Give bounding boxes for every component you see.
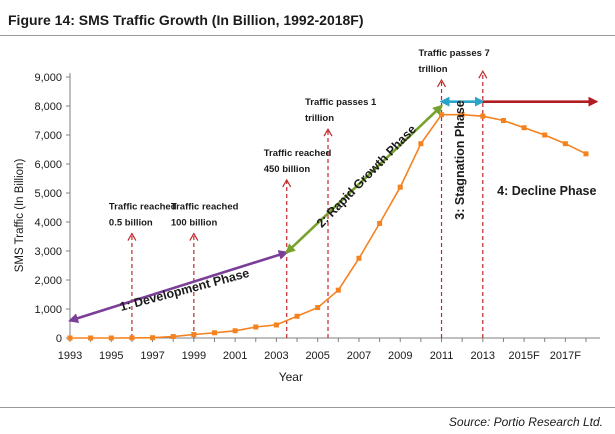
milestone-label: Traffic passes 1 <box>305 97 377 108</box>
data-point <box>335 287 341 293</box>
x-tick-label: 2005 <box>305 350 329 362</box>
phase-label: 2: Rapid Growth Phase <box>314 122 419 230</box>
data-point <box>253 324 259 330</box>
y-tick-label: 2,000 <box>34 275 62 287</box>
y-tick-label: 3,000 <box>34 246 62 258</box>
milestone-arrowhead <box>189 232 199 241</box>
data-point <box>542 132 548 138</box>
x-axis-title: Year <box>279 370 303 384</box>
data-point <box>150 335 156 341</box>
data-point <box>129 335 135 341</box>
data-point <box>191 332 197 338</box>
phase-label: 1: Development Phase <box>118 266 251 314</box>
y-tick-label: 4,000 <box>34 217 62 229</box>
x-tick-label: 2003 <box>264 350 288 362</box>
data-point <box>356 255 362 261</box>
data-point <box>459 112 465 118</box>
phase-arrow <box>285 104 443 254</box>
top-rule <box>0 35 615 36</box>
data-point <box>397 184 403 190</box>
axes: 0 1,000 2,000 3,000 4,000 5,000 6,000 7,000 8,00… <box>14 72 600 384</box>
x-tick-label: 1993 <box>58 350 82 362</box>
data-point <box>315 305 321 311</box>
milestone-label: 100 billion <box>171 218 218 229</box>
milestone-label: trillion <box>419 64 448 75</box>
data-point <box>211 330 217 336</box>
x-tick-label: 1999 <box>182 350 206 362</box>
data-point <box>108 335 114 341</box>
series-line <box>70 113 587 339</box>
x-tick-label: 2017F <box>550 350 581 362</box>
x-tick-label: 2001 <box>223 350 247 362</box>
milestone-label: 450 billion <box>264 164 311 175</box>
bottom-rule <box>0 407 615 408</box>
data-point <box>170 334 176 340</box>
milestone-arrowhead <box>127 232 137 241</box>
data-point <box>439 112 445 118</box>
y-tick-label: 1,000 <box>34 304 62 316</box>
x-tick-label: 2011 <box>430 350 454 362</box>
x-tick-label: 1997 <box>140 350 164 362</box>
sms-traffic-chart: 0 1,000 2,000 3,000 4,000 5,000 6,000 7,000 8,00… <box>14 48 600 384</box>
y-tick-label: 0 <box>56 333 62 345</box>
milestone-label: Traffic passes 7 <box>419 48 490 59</box>
x-tick-label: 2013 <box>471 350 495 362</box>
milestone-label: trillion <box>305 113 334 124</box>
x-tick-label: 1995 <box>99 350 123 362</box>
data-point <box>562 141 568 147</box>
figure-header: Figure 14: SMS Traffic Growth (In Billio… <box>0 0 615 40</box>
milestone-label: 0.5 billion <box>109 218 153 229</box>
x-tick-label: 2015F <box>508 350 539 362</box>
data-point <box>88 335 94 341</box>
milestone-arrowhead <box>436 78 447 88</box>
y-tick-label: 5,000 <box>34 188 62 200</box>
phase-arrow <box>68 250 289 323</box>
x-tick-label: 2007 <box>347 350 371 362</box>
data-point <box>500 118 506 123</box>
y-tick-label: 9,000 <box>34 72 62 84</box>
milestone-label: Traffic reached <box>109 202 177 213</box>
milestone-label: Traffic reached <box>171 202 239 213</box>
phase-label: 3: Stagnation Phase <box>453 100 467 220</box>
figure-title: Figure 14: SMS Traffic Growth (In Billio… <box>8 12 364 28</box>
data-point <box>67 335 73 341</box>
milestone-label: Traffic reached <box>264 148 332 159</box>
phase-label: 4: Decline Phase <box>497 184 596 198</box>
y-tick-label: 8,000 <box>34 101 62 113</box>
milestone-arrowhead <box>478 69 488 79</box>
y-tick-label: 7,000 <box>34 130 62 142</box>
data-point <box>480 113 486 119</box>
data-point <box>377 220 383 226</box>
source-note: Source: Portio Research Ltd. <box>448 415 603 429</box>
data-point <box>232 328 238 334</box>
data-point <box>521 125 527 131</box>
data-point <box>294 313 300 319</box>
data-point <box>418 141 424 147</box>
data-point <box>273 322 279 328</box>
y-axis-title: SMS Traffic (In Billion) <box>14 159 26 273</box>
x-tick-label: 2009 <box>388 350 412 362</box>
y-tick-label: 6,000 <box>34 159 62 171</box>
data-point <box>583 151 589 157</box>
